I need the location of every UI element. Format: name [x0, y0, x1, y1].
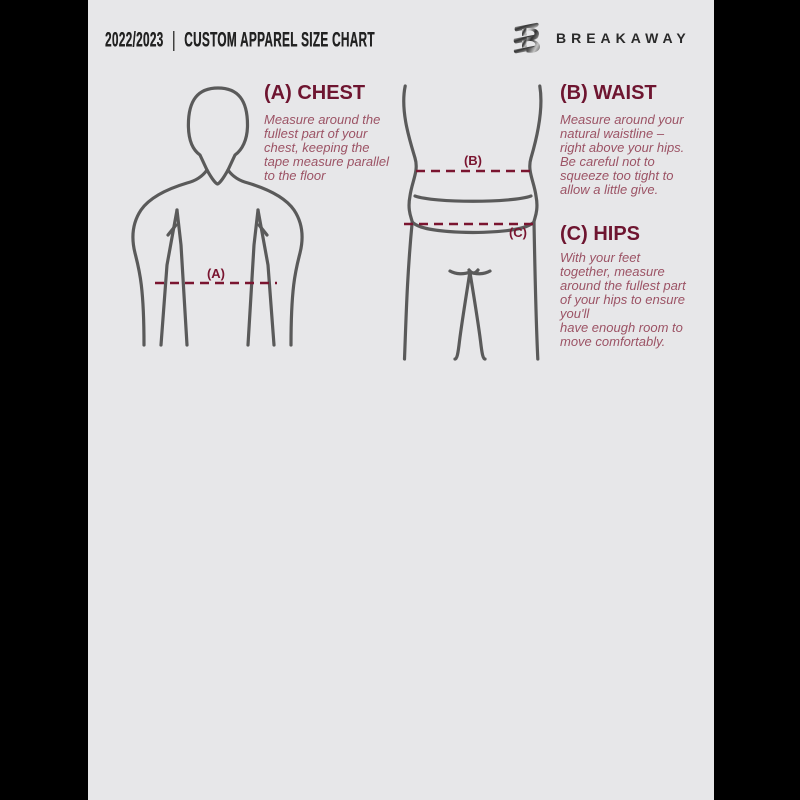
svg-text:(C): (C) [509, 225, 527, 240]
svg-text:(A): (A) [207, 266, 225, 281]
svg-text:(B): (B) [464, 153, 482, 168]
